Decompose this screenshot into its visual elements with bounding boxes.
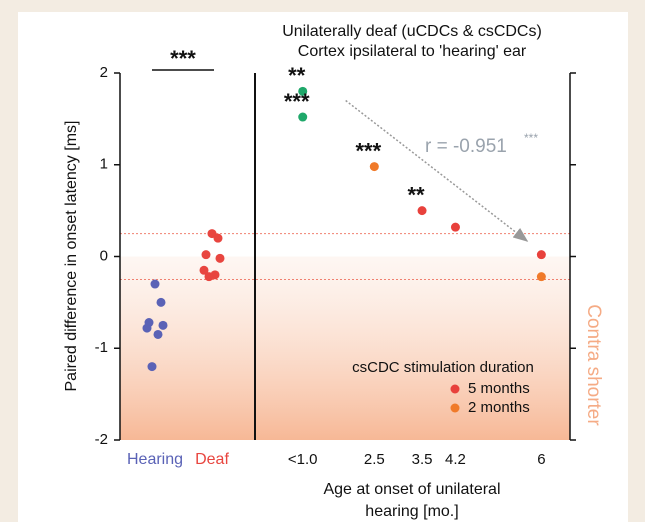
point-annotation: ***	[284, 89, 310, 114]
r-label: r = -0.951	[425, 136, 507, 157]
point-annotation: **	[288, 63, 306, 88]
chart-title: Cortex ipsilateral to 'hearing' ear	[298, 43, 527, 60]
point	[213, 233, 223, 243]
x-tick-label: 6	[537, 451, 545, 468]
x-tick-label: 4.2	[445, 451, 466, 468]
point	[150, 279, 160, 289]
y-tick-label: -2	[95, 431, 108, 448]
x-tick-label: 3.5	[412, 451, 433, 468]
y-tick-label: 0	[100, 247, 108, 264]
chart-title: Unilaterally deaf (uCDCs & csCDCs)	[282, 23, 542, 40]
point-annotation: ***	[355, 138, 381, 163]
point	[158, 320, 168, 330]
point	[142, 323, 152, 333]
point	[153, 329, 163, 339]
y-tick-label: -1	[95, 339, 108, 356]
legend-label: 5 months	[468, 380, 530, 397]
point	[147, 362, 157, 372]
x-tick-label: Deaf	[195, 451, 229, 468]
point	[417, 206, 427, 216]
point	[215, 253, 225, 263]
point	[199, 265, 209, 275]
point	[536, 272, 546, 282]
x-tick-label: Hearing	[127, 451, 183, 468]
x-axis-label: hearing [mo.]	[365, 503, 458, 520]
y-tick-label: 2	[100, 64, 108, 81]
r-significance: ***	[524, 131, 538, 145]
x-axis-label: Age at onset of unilateral	[323, 481, 500, 498]
point	[204, 272, 214, 282]
point	[450, 222, 460, 232]
legend-label: 2 months	[468, 399, 530, 416]
point	[156, 297, 166, 307]
x-tick-label: <1.0	[288, 451, 318, 468]
legend-title: csCDC stimulation duration	[352, 359, 534, 376]
point	[369, 162, 379, 172]
shade-label: Contra shorter	[583, 304, 604, 426]
point	[298, 112, 308, 122]
y-tick-label: 1	[100, 156, 108, 173]
point-annotation: **	[407, 182, 425, 207]
x-tick-label: 2.5	[364, 451, 385, 468]
point	[201, 250, 211, 260]
point	[298, 86, 308, 96]
point	[536, 250, 546, 260]
legend-marker	[450, 403, 460, 413]
y-axis-label: Paired difference in onset latency [ms]	[63, 121, 80, 392]
significance-annotation: ***	[170, 46, 196, 71]
shaded-region	[120, 256, 570, 440]
legend-marker	[450, 384, 460, 394]
